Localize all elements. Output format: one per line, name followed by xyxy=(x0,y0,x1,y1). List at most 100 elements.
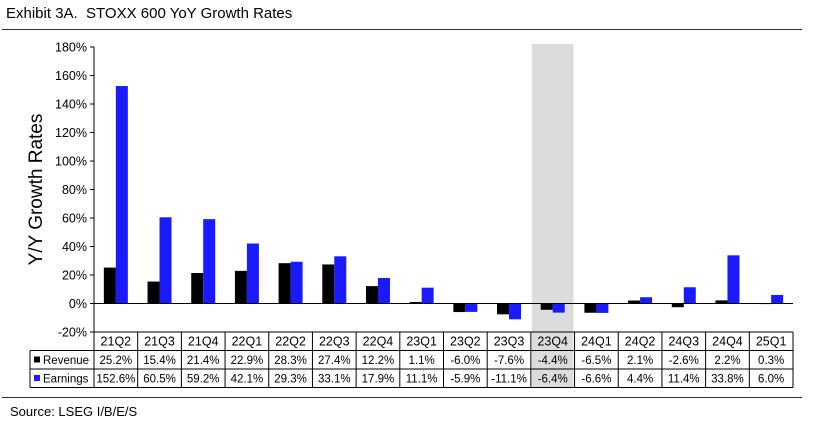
revenue-bar xyxy=(409,301,422,304)
x-category-label: 24Q3 xyxy=(668,335,699,349)
revenue-data-label: 15.4% xyxy=(143,355,176,367)
earnings-data-label: 152.6% xyxy=(96,374,135,386)
revenue-data-label: 2.2% xyxy=(714,355,740,367)
revenue-bar xyxy=(322,264,335,304)
revenue-bar xyxy=(628,300,641,304)
y-axis-label: Y/Y Growth Rates xyxy=(26,114,47,266)
y-tick-label: 20% xyxy=(62,269,87,283)
revenue-data-label: 22.9% xyxy=(231,355,264,367)
earnings-bar xyxy=(421,287,434,304)
earnings-data-label: 17.9% xyxy=(362,374,395,386)
revenue-bar xyxy=(584,303,597,313)
earnings-bar xyxy=(159,217,172,304)
earnings-data-label: 29.3% xyxy=(274,374,307,386)
x-category-label: 24Q2 xyxy=(625,335,656,349)
revenue-data-label: -6.5% xyxy=(581,355,611,367)
revenue-data-label: -6.0% xyxy=(450,355,480,367)
revenue-bar xyxy=(103,267,116,304)
earnings-data-label: 6.0% xyxy=(758,374,784,386)
x-category-label: 23Q2 xyxy=(450,335,481,349)
x-category-label: 23Q3 xyxy=(494,335,525,349)
revenue-bar xyxy=(191,273,204,304)
earnings-data-label: -6.4% xyxy=(538,374,568,386)
revenue-bar xyxy=(365,286,378,304)
earnings-data-label: 60.5% xyxy=(143,374,176,386)
earnings-legend-key xyxy=(34,375,40,381)
top-rule xyxy=(2,29,802,30)
x-category-label: 23Q1 xyxy=(406,335,437,349)
y-tick-label: -20% xyxy=(58,326,87,340)
revenue-data-label: -4.4% xyxy=(538,355,568,367)
earnings-bar xyxy=(727,255,740,304)
y-tick-label: 180% xyxy=(55,41,87,55)
earnings-data-label: 11.1% xyxy=(406,374,438,386)
x-category-label: 22Q4 xyxy=(363,335,394,349)
revenue-bar xyxy=(278,263,291,304)
revenue-data-label: -7.6% xyxy=(494,355,524,367)
earnings-bar xyxy=(509,303,522,320)
y-tick-label: 60% xyxy=(62,212,87,226)
y-tick-label: 100% xyxy=(55,155,87,169)
revenue-legend-key xyxy=(34,356,40,363)
earnings-bar xyxy=(246,243,259,304)
revenue-bar xyxy=(453,303,466,313)
earnings-data-label: -5.9% xyxy=(450,374,480,386)
earnings-data-label: 42.1% xyxy=(231,374,264,386)
earnings-data-label: -11.1% xyxy=(491,374,527,386)
earnings-data-label: 33.1% xyxy=(318,374,351,386)
x-category-label: 25Q1 xyxy=(756,335,787,349)
x-category-label: 22Q2 xyxy=(275,335,306,349)
revenue-data-label: 27.4% xyxy=(318,355,351,367)
revenue-bar xyxy=(234,270,247,304)
earnings-bar xyxy=(596,303,609,313)
earnings-bar xyxy=(683,287,696,304)
earnings-bar xyxy=(552,303,565,313)
earnings-bar xyxy=(115,86,128,304)
x-category-label: 21Q4 xyxy=(188,335,219,349)
revenue-data-label: 28.3% xyxy=(274,355,307,367)
revenue-data-label: -2.6% xyxy=(669,355,699,367)
earnings-data-label: 33.8% xyxy=(711,374,744,386)
x-category-label: 22Q1 xyxy=(232,335,263,349)
earnings-legend-label: Earnings xyxy=(43,374,89,386)
source-note: Source: LSEG I/B/E/S xyxy=(10,404,138,419)
revenue-bar xyxy=(497,303,510,315)
earnings-bar xyxy=(771,294,784,304)
bottom-rule xyxy=(2,397,802,398)
y-tick-label: 0% xyxy=(69,297,87,311)
y-tick-label: 40% xyxy=(62,240,87,254)
y-tick-label: 140% xyxy=(55,98,87,112)
x-category-label: 24Q4 xyxy=(712,335,743,349)
earnings-bar xyxy=(334,256,347,304)
revenue-legend-label: Revenue xyxy=(43,355,89,367)
revenue-data-label: 1.1% xyxy=(409,355,435,367)
y-tick-label: 160% xyxy=(55,69,87,83)
earnings-data-label: 11.4% xyxy=(668,374,700,386)
earnings-bar xyxy=(290,261,303,304)
y-tick-label: 120% xyxy=(55,126,87,140)
earnings-data-label: -6.6% xyxy=(581,374,611,386)
revenue-data-label: 2.1% xyxy=(627,355,653,367)
earnings-data-label: 59.2% xyxy=(187,374,220,386)
x-category-label: 24Q1 xyxy=(581,335,612,349)
y-tick-label: 80% xyxy=(62,183,87,197)
revenue-data-label: 12.2% xyxy=(362,355,395,367)
revenue-bar xyxy=(540,303,553,310)
bar-chart: -20% 0% 20% 40% 60% 80% 100% 120% 140% 160% 180% 2… xyxy=(26,41,794,388)
chart-title: Exhibit 3A. STOXX 600 YoY Growth Rates xyxy=(6,5,293,22)
revenue-bar xyxy=(671,303,684,308)
x-category-label: 23Q4 xyxy=(537,335,568,349)
highlight-band xyxy=(531,44,574,388)
x-category-label: 21Q2 xyxy=(101,335,132,349)
revenue-data-label: 21.4% xyxy=(187,355,220,367)
revenue-bar xyxy=(147,281,160,304)
revenue-data-label: 0.3% xyxy=(758,355,784,367)
earnings-bar xyxy=(640,297,653,304)
earnings-bar xyxy=(203,219,216,304)
revenue-data-label: 25.2% xyxy=(100,355,133,367)
x-category-label: 21Q3 xyxy=(144,335,175,349)
x-category-label: 22Q3 xyxy=(319,335,350,349)
earnings-bar xyxy=(377,277,390,304)
earnings-bar xyxy=(465,303,478,312)
revenue-bar xyxy=(715,300,728,304)
